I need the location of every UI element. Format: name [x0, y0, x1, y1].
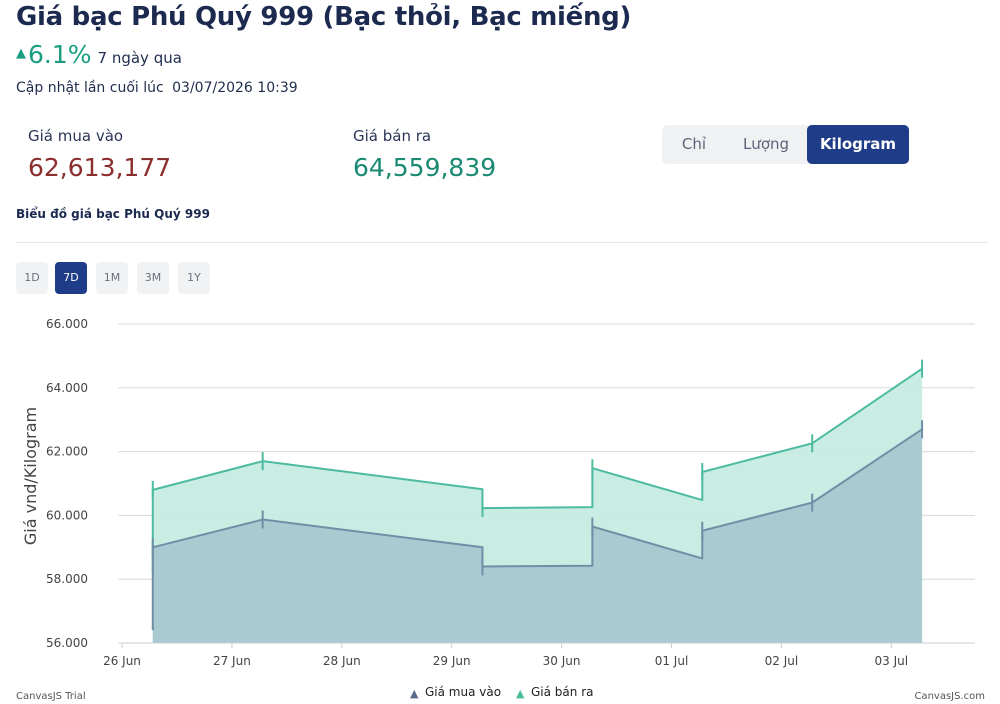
x-tick-label: 02 Jul — [765, 654, 799, 668]
range-button-1m[interactable]: 1M — [96, 262, 128, 294]
buy-price-label: Giá mua vào — [28, 127, 124, 145]
trend-up-icon: ▲ — [16, 46, 26, 61]
legend-marker-sell: ▲ — [516, 687, 525, 700]
y-tick-label: 62.000 — [46, 445, 88, 459]
range-button-1d[interactable]: 1D — [16, 262, 48, 294]
chart-legend: ▲ Giá mua vào ▲ Giá bán ra — [410, 685, 593, 700]
line-sell — [151, 367, 923, 573]
page-title: Giá bạc Phú Quý 999 (Bạc thỏi, Bạc miếng… — [16, 2, 632, 32]
canvasjs-trial-credit: CanvasJS Trial — [16, 691, 86, 702]
unit-selector: Chỉ Lượng Kilogram — [662, 125, 909, 164]
chart-lines — [151, 359, 924, 631]
x-tick-label: 29 Jun — [433, 654, 471, 668]
range-button-1y[interactable]: 1Y — [178, 262, 210, 294]
x-tick-label: 01 Jul — [655, 654, 689, 668]
buy-price-value: 62,613,177 — [28, 153, 172, 182]
unit-tab-chi[interactable]: Chỉ — [681, 135, 707, 153]
updated-label: Cập nhật lần cuối lúc — [16, 80, 164, 96]
legend-marker-buy: ▲ — [410, 687, 419, 700]
y-tick-label: 66.000 — [46, 317, 88, 331]
divider — [16, 242, 988, 243]
x-tick-label: 28 Jun — [323, 654, 361, 668]
range-button-3m[interactable]: 3M — [137, 262, 169, 294]
price-chart: 56.000 58.000 60.000 62.000 64.000 66.000 26 J… — [16, 317, 985, 702]
y-tick-label: 58.000 — [46, 572, 88, 586]
change-percent: 6.1% — [28, 40, 92, 69]
change-period: 7 ngày qua — [97, 49, 182, 67]
price-change: ▲ 6.1% 7 ngày qua — [16, 40, 182, 69]
sell-price-label: Giá bán ra — [353, 127, 432, 145]
y-tick-label: 64.000 — [46, 381, 88, 395]
last-updated: Cập nhật lần cuối lúc 03/07/2026 10:39 — [16, 80, 298, 96]
x-tick-label: 27 Jun — [213, 654, 251, 668]
x-tick-label: 30 Jun — [543, 654, 581, 668]
canvasjs-credit-link[interactable]: CanvasJS.com — [914, 691, 985, 702]
y-tick-label: 56.000 — [46, 636, 88, 650]
area-buy — [152, 429, 923, 643]
chart-areas — [152, 368, 923, 643]
legend-label-sell[interactable]: Giá bán ra — [531, 685, 593, 699]
chart-title: Biểu đồ giá bạc Phú Quý 999 — [16, 207, 210, 221]
x-tick-label: 03 Jul — [875, 654, 909, 668]
y-tick-label: 60.000 — [46, 508, 88, 522]
legend-label-buy[interactable]: Giá mua vào — [425, 685, 501, 699]
unit-tab-luong[interactable]: Lượng — [742, 135, 790, 153]
updated-time: 03/07/2026 10:39 — [172, 80, 298, 96]
y-axis-title: Giá vnd/Kilogram — [21, 407, 40, 545]
line-buy — [151, 428, 923, 631]
x-tick-label: 26 Jun — [103, 654, 141, 668]
sell-price-value: 64,559,839 — [353, 153, 497, 182]
unit-tab-kilogram[interactable]: Kilogram — [807, 125, 909, 164]
chart-axes: 56.000 58.000 60.000 62.000 64.000 66.000 26 J… — [46, 317, 975, 668]
range-button-7d[interactable]: 7D — [55, 262, 87, 294]
